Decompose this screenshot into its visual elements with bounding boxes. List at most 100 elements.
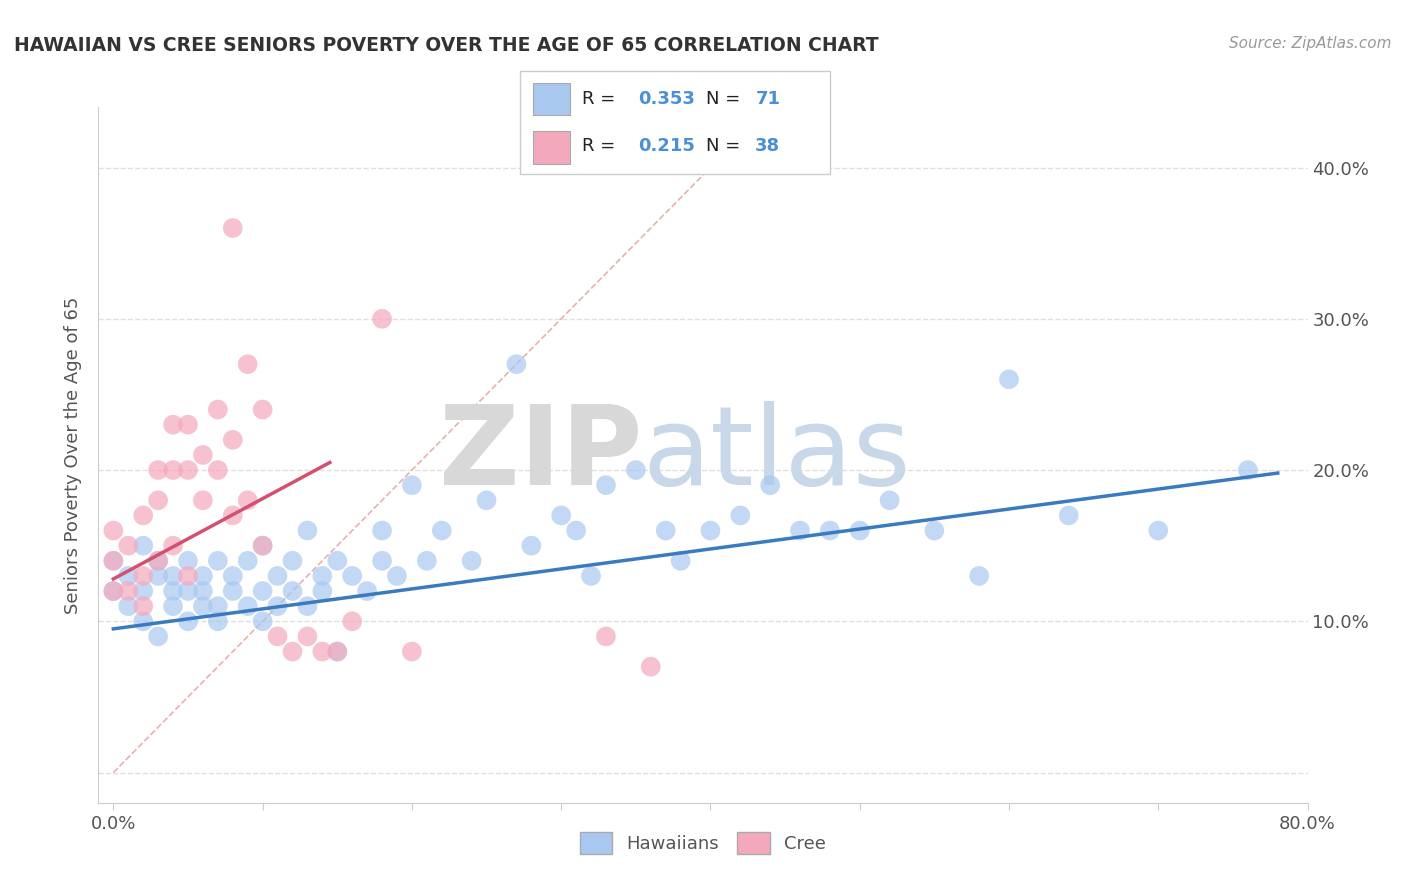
Point [177, 569, 200, 583]
Point [266, 599, 288, 614]
Point [401, 644, 423, 658]
Point [162, 584, 184, 599]
Point [191, 569, 214, 583]
Point [505, 357, 527, 371]
Point [669, 554, 692, 568]
Point [252, 615, 274, 629]
Point [1057, 508, 1080, 523]
Point [117, 569, 139, 583]
Point [640, 659, 662, 673]
Point [416, 554, 439, 568]
Point [879, 493, 901, 508]
Point [146, 629, 169, 643]
Point [207, 463, 229, 477]
Point [1147, 524, 1170, 538]
Point [146, 569, 169, 583]
Point [281, 644, 304, 658]
Point [132, 615, 155, 629]
Text: HAWAIIAN VS CREE SENIORS POVERTY OVER THE AGE OF 65 CORRELATION CHART: HAWAIIAN VS CREE SENIORS POVERTY OVER TH… [14, 36, 879, 54]
Point [789, 524, 811, 538]
Text: ZIP: ZIP [439, 401, 643, 508]
Point [848, 524, 870, 538]
Point [356, 584, 378, 599]
Point [520, 539, 543, 553]
Point [252, 539, 274, 553]
Point [191, 493, 214, 508]
Point [162, 539, 184, 553]
Point [252, 584, 274, 599]
Point [730, 508, 752, 523]
Point [132, 508, 155, 523]
Text: N =: N = [706, 90, 745, 108]
Point [699, 524, 721, 538]
Text: Source: ZipAtlas.com: Source: ZipAtlas.com [1229, 36, 1392, 51]
Point [117, 539, 139, 553]
Point [266, 629, 288, 643]
Point [132, 539, 155, 553]
Y-axis label: Seniors Poverty Over the Age of 65: Seniors Poverty Over the Age of 65 [65, 296, 83, 614]
Point [162, 417, 184, 432]
Point [177, 584, 200, 599]
Point [103, 524, 125, 538]
Point [371, 311, 394, 326]
Point [595, 478, 617, 492]
Point [297, 524, 319, 538]
Point [222, 433, 245, 447]
Point [430, 524, 453, 538]
Point [311, 644, 333, 658]
Point [385, 569, 408, 583]
Text: atlas: atlas [643, 401, 911, 508]
Point [924, 524, 946, 538]
Point [132, 599, 155, 614]
Point [252, 539, 274, 553]
Point [401, 478, 423, 492]
Point [340, 569, 363, 583]
Point [103, 584, 125, 599]
Point [103, 554, 125, 568]
Point [222, 569, 245, 583]
Point [297, 599, 319, 614]
Bar [533, 83, 569, 115]
Point [222, 584, 245, 599]
Point [340, 615, 363, 629]
Text: 0.215: 0.215 [638, 137, 695, 155]
Point [146, 493, 169, 508]
Point [967, 569, 990, 583]
Point [103, 584, 125, 599]
FancyBboxPatch shape [520, 71, 830, 174]
Point [326, 554, 349, 568]
Point [1237, 463, 1260, 477]
Point [146, 463, 169, 477]
Point [371, 524, 394, 538]
Point [162, 569, 184, 583]
Point [579, 569, 602, 583]
Point [117, 584, 139, 599]
Point [103, 554, 125, 568]
Point [371, 554, 394, 568]
Point [236, 357, 259, 371]
Point [146, 554, 169, 568]
Point [177, 417, 200, 432]
Text: 0.353: 0.353 [638, 90, 695, 108]
Point [117, 599, 139, 614]
Point [207, 599, 229, 614]
Point [191, 448, 214, 462]
Point [132, 569, 155, 583]
Point [326, 644, 349, 658]
Point [236, 493, 259, 508]
Point [162, 463, 184, 477]
Point [252, 402, 274, 417]
Point [222, 508, 245, 523]
Text: R =: R = [582, 137, 621, 155]
Point [177, 615, 200, 629]
Point [624, 463, 647, 477]
Point [297, 629, 319, 643]
Point [998, 372, 1021, 386]
Point [207, 554, 229, 568]
Bar [533, 131, 569, 163]
Point [475, 493, 498, 508]
Point [236, 599, 259, 614]
Point [550, 508, 572, 523]
Point [132, 584, 155, 599]
Point [146, 554, 169, 568]
